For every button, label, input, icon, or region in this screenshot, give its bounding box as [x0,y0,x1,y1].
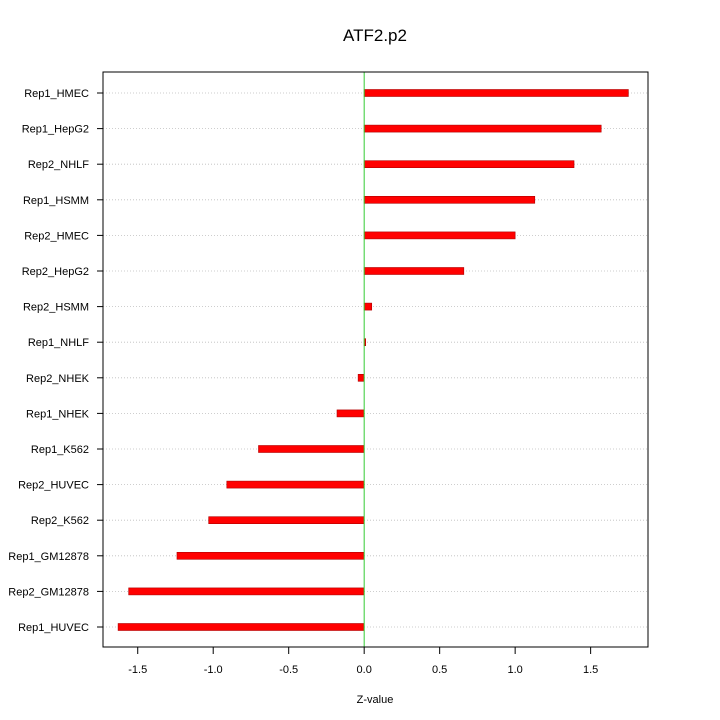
bar [226,480,365,489]
bar [336,409,365,418]
y-tick-label: Rep1_NHEK [26,408,90,420]
x-tick-label: -0.5 [279,664,298,676]
y-tick-label: Rep2_HSMM [23,302,89,314]
y-axis-tick-labels: Rep1_HMEC Rep1_HepG2 Rep2_NHLF Rep1_HSMM Rep… [8,88,103,634]
bar [208,516,365,525]
x-tick-label: -1.0 [204,664,223,676]
y-tick-label: Rep1_K562 [31,444,89,456]
y-tick-label: Rep2_GM12878 [8,586,89,598]
bar [258,445,365,453]
bar [363,89,629,97]
bar [363,196,536,204]
y-tick-label: Rep1_GM12878 [8,551,89,563]
x-axis: -1.5 -1.0 -0.5 0.0 0.5 1.0 1.5 [128,646,598,676]
y-tick-label: Rep1_NHLF [28,337,89,349]
bar [128,587,365,596]
plot-frame [102,71,649,648]
y-tick-label: Rep2_NHEK [26,373,90,385]
y-tick-label: Rep2_HMEC [24,230,89,242]
bar [176,551,365,560]
bar [117,623,365,631]
bar-layer [117,89,629,631]
x-tick-label: 0.0 [357,664,372,676]
grid-layer [103,92,648,628]
y-tick-label: Rep1_HMEC [24,88,89,100]
bar [357,373,365,382]
bar [363,267,465,275]
y-tick-label: Rep2_K562 [31,515,89,527]
bar [363,231,516,240]
y-tick-label: Rep1_HepG2 [22,124,89,136]
y-tick-label: Rep2_HepG2 [22,266,89,278]
chart-title: ATF2.p2 [343,26,407,45]
bar [363,124,602,133]
x-axis-label: Z-value [357,694,394,706]
bar [363,160,575,168]
bar [363,302,373,311]
y-tick-label: Rep2_NHLF [28,159,89,171]
x-tick-label: 1.5 [583,664,598,676]
y-tick-label: Rep1_HSMM [23,195,89,207]
y-tick-label: Rep1_HUVEC [18,622,89,634]
y-tick-label: Rep2_HUVEC [18,480,89,492]
x-tick-label: 0.5 [432,664,447,676]
x-tick-label: 1.0 [507,664,522,676]
x-tick-label: -1.5 [128,664,147,676]
